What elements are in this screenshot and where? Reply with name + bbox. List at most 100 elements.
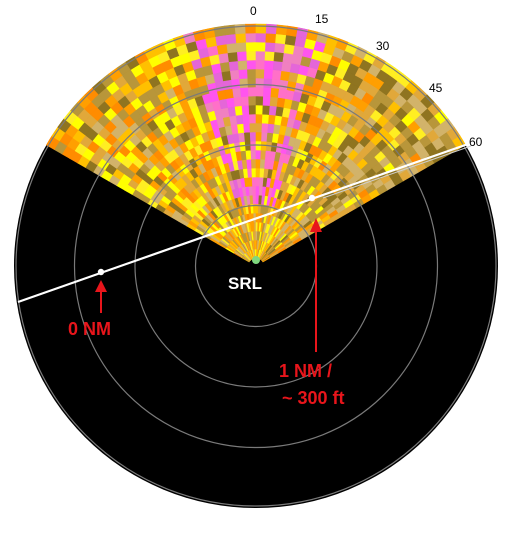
reflectivity-cell <box>245 23 257 34</box>
reflectivity-cell <box>245 149 252 160</box>
reflectivity-cell <box>261 113 270 124</box>
reflectivity-cell <box>223 79 233 91</box>
reflectivity-cell <box>271 78 281 89</box>
reflectivity-cell <box>255 113 263 124</box>
reflectivity-cell <box>247 77 257 88</box>
reflectivity-cell <box>246 50 257 61</box>
reflectivity-cell <box>263 77 273 89</box>
zero-nm-label: 0 NM <box>68 319 111 339</box>
reflectivity-cell <box>275 33 287 45</box>
reflectivity-cell <box>247 167 253 178</box>
reflectivity-cell <box>284 34 297 46</box>
reflectivity-cell <box>238 132 246 143</box>
reflectivity-cell <box>262 95 272 106</box>
tick-label-15: 15 <box>315 12 329 26</box>
reflectivity-cell <box>239 77 249 89</box>
reflectivity-cell <box>240 95 250 106</box>
reflectivity-cell <box>243 122 251 133</box>
reflectivity-cell <box>283 43 296 55</box>
reflectivity-cell <box>234 105 244 116</box>
reflectivity-cell <box>255 95 264 106</box>
reflectivity-cell <box>248 104 257 115</box>
range-ring <box>73 83 439 449</box>
reflectivity-cell <box>238 68 249 80</box>
reflectivity-cell <box>241 104 250 115</box>
reflectivity-cell <box>247 176 253 187</box>
reflectivity-cell <box>252 194 257 205</box>
reflectivity-cell <box>249 122 257 133</box>
reflectivity-cell <box>261 122 269 133</box>
reflectivity-cell <box>264 59 275 71</box>
reflectivity-cell <box>255 32 267 43</box>
reflectivity-cell <box>245 41 257 52</box>
reflectivity-cell <box>255 68 265 79</box>
reflectivity-cell <box>235 114 244 125</box>
reflectivity-cell <box>263 86 272 97</box>
reflectivity-cell <box>255 167 261 178</box>
reflectivity-cell <box>246 158 253 169</box>
reflectivity-cell <box>232 87 242 98</box>
reflectivity-cell <box>255 158 261 169</box>
reflectivity-cell <box>234 23 247 35</box>
reflectivity-cell <box>265 32 277 44</box>
reflectivity-cell <box>255 23 267 34</box>
reflectivity-cell <box>218 52 230 64</box>
reflectivity-cell <box>219 61 231 73</box>
reflectivity-cell <box>247 86 257 97</box>
reflectivity-cell <box>252 185 257 196</box>
tick-label-45: 45 <box>429 81 443 95</box>
reflectivity-cell <box>236 123 245 134</box>
range-ring <box>15 25 497 507</box>
reflectivity-cell <box>221 70 232 82</box>
reflectivity-cell <box>272 69 283 80</box>
beam-edge-line <box>322 145 472 199</box>
reflectivity-cell <box>245 32 257 43</box>
reflectivity-cell <box>242 113 251 124</box>
reflectivity-cell <box>231 78 241 89</box>
reflectivity-cell <box>248 95 257 106</box>
reflectivity-cell <box>225 33 237 45</box>
center-station-label: SRL <box>228 274 262 293</box>
reflectivity-cell <box>255 59 266 70</box>
reflectivity-cell <box>255 41 267 52</box>
beam-path-line <box>17 141 472 304</box>
reflectivity-cell <box>246 59 257 70</box>
reflectivity-cell <box>227 51 239 63</box>
reflectivity-cell <box>236 41 247 53</box>
reflectivity-cell <box>251 158 257 169</box>
reflectivity-cell <box>226 42 238 54</box>
tick-label-0: 0 <box>250 4 257 18</box>
reflectivity-cell <box>229 69 240 80</box>
one-nm-label-line2: ~ 300 ft <box>282 388 345 408</box>
reflectivity-cell <box>255 86 265 97</box>
reflectivity-cell <box>249 131 257 142</box>
reflectivity-cell <box>255 131 263 142</box>
reflectivity-cell <box>228 60 240 72</box>
reflectivity-cell <box>251 176 257 187</box>
one-nm-label-line1: 1 NM / <box>279 361 332 381</box>
reflectivity-cell <box>247 68 257 79</box>
reflectivity-cell <box>235 32 247 44</box>
reflectivity-cell <box>249 113 257 124</box>
reflectivity-cell <box>236 50 248 62</box>
range-ring <box>134 144 378 388</box>
reflectivity-cell <box>264 50 276 62</box>
range-rings <box>15 25 497 507</box>
reflectivity-cell <box>272 60 284 72</box>
reflectivity-cell <box>224 88 235 99</box>
reflectivity-cell <box>265 23 278 35</box>
reflectivity-cell <box>262 104 271 115</box>
reflectivity-cell <box>237 59 248 71</box>
station-marker <box>252 256 260 264</box>
reflectivity-cell <box>240 86 249 97</box>
zero-nm-point <box>97 268 105 276</box>
reflectivity-cell <box>273 51 285 63</box>
reflectivity-cell <box>255 50 266 61</box>
zero-nm-arrow <box>95 280 107 313</box>
reflectivity-cell <box>255 149 262 160</box>
one-nm-point <box>308 194 316 202</box>
reflectivity-cell <box>250 149 257 160</box>
reflectivity-cell <box>216 43 229 55</box>
reflectivity-cell <box>274 42 286 54</box>
